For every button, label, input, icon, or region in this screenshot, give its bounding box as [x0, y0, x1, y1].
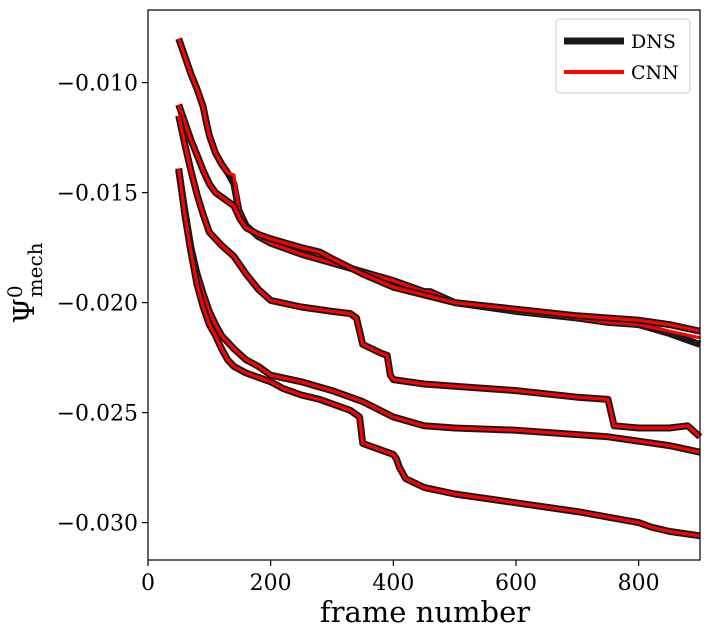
x-tick-label: 800 — [618, 571, 660, 596]
curve-5-dns-line — [175, 167, 701, 540]
plot-frame — [147, 9, 701, 561]
y-axis-title: Ψ0mech — [3, 242, 47, 323]
legend-dns-label: DNS — [631, 31, 676, 53]
y-tick-label: −0.010 — [57, 72, 138, 97]
y-tick-label: −0.025 — [57, 402, 138, 427]
curve-4-dns-line — [175, 170, 701, 456]
curve-3-cnn-line — [177, 115, 702, 438]
y-axis-title-superscript: 0 — [3, 285, 27, 298]
y-axis-title-main: Ψ — [7, 298, 41, 323]
x-axis-title: frame number — [320, 595, 530, 629]
y-tick-label: −0.030 — [57, 512, 138, 537]
ticks-layer: 0 200 400 600 800 −0.010 −0.015 −0.020 −0.025 −0.… — [57, 72, 660, 596]
curve-2-cnn-line — [177, 104, 701, 333]
legend-cnn-label: CNN — [631, 62, 679, 84]
x-tick-label: 200 — [250, 571, 292, 596]
x-tick-label: 400 — [372, 571, 414, 596]
x-tick-label: 0 — [141, 571, 155, 596]
y-axis-title-subscript: mech — [23, 242, 47, 297]
y-tick-label: −0.020 — [57, 292, 138, 317]
y-tick-label: −0.015 — [57, 182, 138, 207]
curve-3-dns-line — [175, 114, 703, 440]
series-layer — [175, 37, 703, 540]
x-tick-label: 600 — [495, 571, 537, 596]
curve-5-cnn-line — [177, 168, 701, 538]
legend: DNS CNN — [555, 18, 691, 94]
curve-4-cnn-line — [177, 170, 701, 454]
